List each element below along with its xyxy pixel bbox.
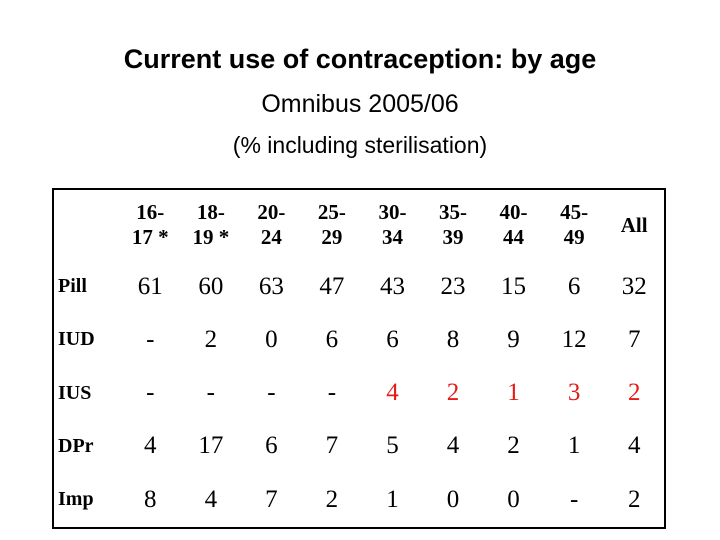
column-header: 45- 49	[560, 200, 589, 249]
cell-value: 8	[446, 325, 460, 353]
cell-value: 4	[446, 432, 460, 460]
cell-value: 6	[265, 432, 278, 460]
table-row: IUD - 2 0 6 6 8 9 12 7	[53, 313, 665, 366]
column-header: 30- 34	[378, 200, 407, 249]
cell-value: 17	[198, 432, 224, 460]
column-header: 16- 17 *	[131, 200, 169, 249]
table-row: Imp 8 4 7 2 1 0 0 - 2	[53, 473, 665, 528]
table-row: IUS - - - - 4 2 1 3 2	[53, 366, 665, 419]
cell-value: 4	[627, 432, 641, 460]
header-row: 16- 17 * 18- 19 * 20- 24 25- 29 30- 34 35- 39…	[53, 189, 665, 260]
column-header: 40- 44	[499, 200, 528, 249]
subtitle: Omnibus 2005/06	[261, 90, 459, 118]
cell-value: -	[206, 379, 215, 407]
cell-value: 9	[507, 325, 520, 353]
cell-value: 2	[325, 485, 339, 513]
column-header: 25- 29	[317, 200, 346, 249]
row-label: DPr	[58, 434, 94, 457]
cell-value: 4	[204, 485, 218, 513]
row-label: Pill	[58, 275, 87, 298]
cell-value: 6	[325, 325, 339, 353]
row-label: IUS	[58, 381, 92, 404]
cell-value: 0	[265, 325, 278, 353]
cell-value: 7	[265, 485, 278, 513]
note: (% including sterilisation)	[232, 132, 488, 158]
cell-value: -	[327, 379, 337, 407]
cell-value: 61	[137, 272, 163, 300]
cell-value: 2	[507, 432, 520, 460]
corner-cell	[53, 189, 120, 260]
cell-value: 60	[198, 272, 224, 300]
cell-value: 7	[627, 325, 641, 353]
title: Current use of contraception: by age	[123, 44, 597, 74]
cell-value: 0	[446, 485, 460, 513]
cell-value: 32	[621, 272, 647, 300]
cell-value: 6	[386, 325, 399, 353]
cell-value: 0	[507, 485, 520, 513]
cell-value: 12	[561, 325, 587, 353]
cell-value: 1	[386, 485, 399, 513]
cell-value: -	[267, 379, 276, 407]
cell-value: 2	[627, 379, 641, 407]
cell-value: 5	[386, 432, 399, 460]
cell-value: 8	[144, 485, 157, 513]
cell-value: -	[146, 379, 155, 407]
row-label: IUD	[58, 328, 95, 351]
cell-value: 47	[319, 272, 345, 300]
column-header: All	[620, 212, 648, 237]
cell-value: 6	[567, 272, 581, 300]
column-header: 20- 24	[257, 200, 286, 249]
table: 16- 17 * 18- 19 * 20- 24 25- 29 30- 34 35- 39…	[52, 188, 666, 529]
column-header: 35- 39	[439, 200, 467, 249]
cell-value: -	[146, 325, 155, 353]
cell-value: 2	[627, 485, 641, 513]
cell-value: 15	[501, 272, 527, 300]
cell-value: 1	[507, 379, 520, 407]
cell-value: 2	[204, 325, 218, 353]
cell-value: 2	[446, 379, 460, 407]
cell-value: 4	[144, 432, 157, 460]
table-row: DPr 4 17 6 7 5 4 2 1 4	[53, 420, 665, 473]
table-row: Pill 61 60 63 47 43 23 15 6 32	[53, 260, 665, 313]
row-label: Imp	[58, 488, 94, 511]
cell-value: -	[569, 485, 579, 513]
cell-value: 23	[440, 272, 466, 300]
cell-value: 1	[567, 432, 581, 460]
column-header: 18- 19 *	[192, 200, 230, 249]
cell-value: 4	[386, 379, 399, 407]
cell-value: 63	[258, 272, 284, 300]
cell-value: 43	[379, 272, 405, 300]
cell-value: 3	[567, 379, 581, 407]
cell-value: 7	[325, 432, 339, 460]
